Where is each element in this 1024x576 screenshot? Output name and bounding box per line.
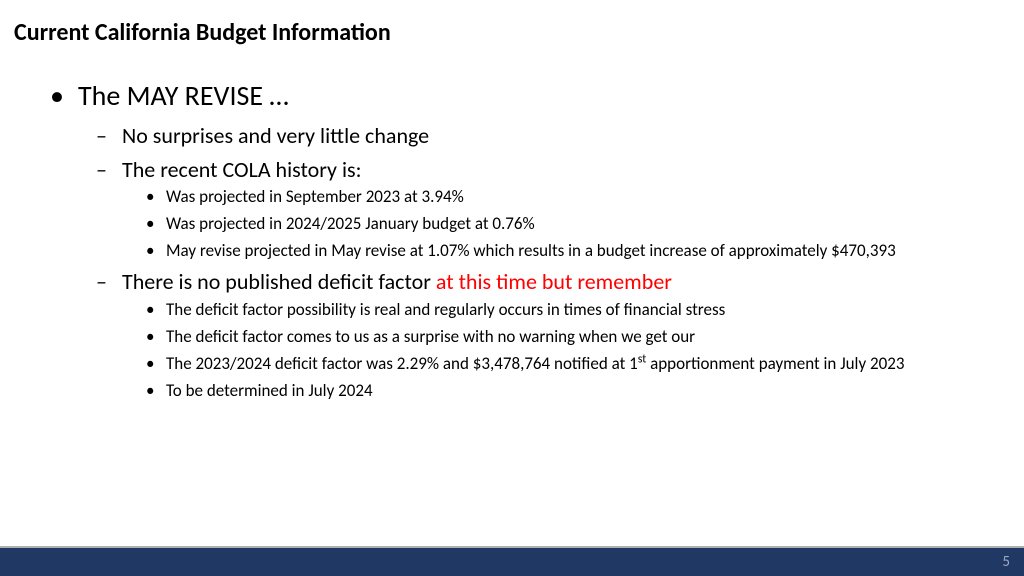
list-item: May revise projected in May revise at 1.…: [146, 240, 984, 263]
footer-bar: 5: [0, 548, 1024, 576]
content-area: The MAY REVISE … No surprises and very l…: [50, 78, 984, 409]
lvl3-text: Was projected in September 2023 at 3.94%: [166, 186, 464, 207]
bullet-list-lvl2: No surprises and very little change The …: [78, 121, 984, 403]
list-item: Was projected in September 2023 at 3.94%: [146, 186, 984, 209]
list-item: The deficit factor comes to us as a surp…: [146, 326, 984, 349]
lvl2-text: There is no published deficit factor: [122, 268, 436, 295]
list-item: No surprises and very little change: [96, 121, 984, 151]
list-item: To be determined in July 2024: [146, 380, 984, 403]
bullet-list-lvl1: The MAY REVISE … No surprises and very l…: [50, 78, 984, 403]
page-number: 5: [1002, 553, 1010, 571]
lvl3-text: Was projected in 2024/2025 January budge…: [166, 213, 535, 234]
lvl3-text: The deficit factor comes to us as a surp…: [166, 326, 695, 347]
lvl3-text: To be determined in July 2024: [166, 380, 373, 401]
list-item: The recent COLA history is: Was projecte…: [96, 155, 984, 264]
list-item: The 2023/2024 deficit factor was 2.29% a…: [146, 353, 984, 376]
lvl3-text: The 2023/2024 deficit factor was 2.29% a…: [166, 353, 638, 374]
list-item: The MAY REVISE … No surprises and very l…: [50, 78, 984, 403]
bullet-list-lvl3: Was projected in September 2023 at 3.94%…: [122, 186, 984, 263]
list-item: The deficit factor possibility is real a…: [146, 299, 984, 322]
bullet-list-lvl3: The deficit factor possibility is real a…: [122, 299, 984, 403]
list-item: Was projected in 2024/2025 January budge…: [146, 213, 984, 236]
superscript: st: [638, 352, 647, 366]
list-item: There is no published deficit factor at …: [96, 267, 984, 402]
lvl1-text: The MAY REVISE …: [78, 78, 289, 113]
lvl2-text: The recent COLA history is:: [122, 156, 362, 183]
lvl3-text: May revise projected in May revise at 1.…: [166, 240, 896, 261]
slide: Current California Budget Information Th…: [0, 0, 1024, 576]
lvl2-text: No surprises and very little change: [122, 122, 429, 149]
lvl3-text: The deficit factor possibility is real a…: [166, 299, 725, 320]
lvl3-text: apportionment payment in July 2023: [646, 353, 904, 374]
page-title: Current California Budget Information: [14, 18, 391, 47]
lvl2-text-highlight: at this time but remember: [436, 268, 672, 295]
